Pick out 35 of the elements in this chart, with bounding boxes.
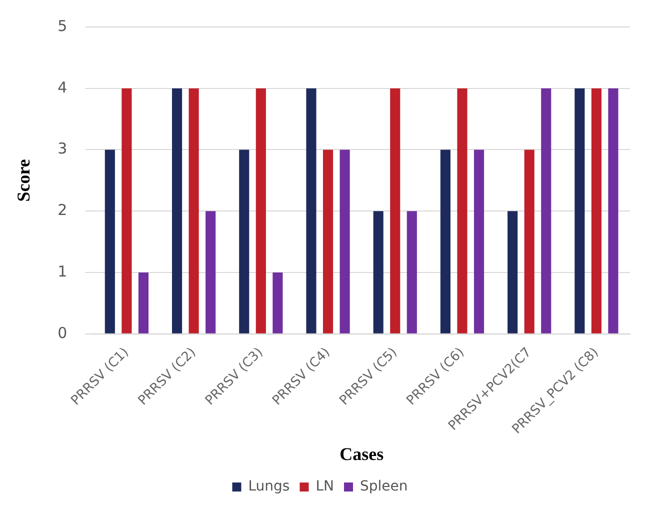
bar bbox=[390, 88, 400, 334]
bar bbox=[256, 88, 266, 334]
y-axis-title: Score bbox=[13, 159, 34, 202]
bar bbox=[591, 88, 602, 334]
bar bbox=[239, 150, 250, 334]
bar bbox=[322, 150, 334, 334]
bar bbox=[524, 150, 534, 334]
x-axis-title: Cases bbox=[340, 444, 384, 464]
bar bbox=[272, 272, 283, 334]
bar bbox=[206, 211, 216, 334]
bar bbox=[373, 211, 384, 334]
y-tick-label: 0 bbox=[58, 324, 68, 342]
legend-label: Spleen bbox=[360, 478, 408, 495]
bar bbox=[457, 88, 468, 334]
y-tick-label: 4 bbox=[58, 78, 68, 96]
y-tick-label: 2 bbox=[58, 201, 68, 220]
bar bbox=[508, 211, 518, 334]
y-tick-label: 5 bbox=[58, 16, 68, 35]
bar bbox=[172, 88, 182, 334]
bar bbox=[541, 88, 552, 334]
bar bbox=[406, 211, 417, 334]
bar bbox=[574, 88, 585, 334]
bar bbox=[340, 150, 350, 334]
bar bbox=[104, 150, 115, 334]
y-tick-label: 3 bbox=[58, 140, 68, 158]
bar bbox=[138, 272, 149, 334]
bar bbox=[122, 88, 132, 334]
bar bbox=[440, 150, 450, 334]
legend-label: LN bbox=[316, 478, 334, 495]
bar bbox=[188, 88, 199, 334]
bar bbox=[608, 88, 618, 334]
bar bbox=[306, 88, 316, 334]
y-tick-label: 1 bbox=[58, 262, 68, 280]
bar bbox=[474, 150, 484, 334]
legend-label: Lungs bbox=[248, 478, 290, 495]
